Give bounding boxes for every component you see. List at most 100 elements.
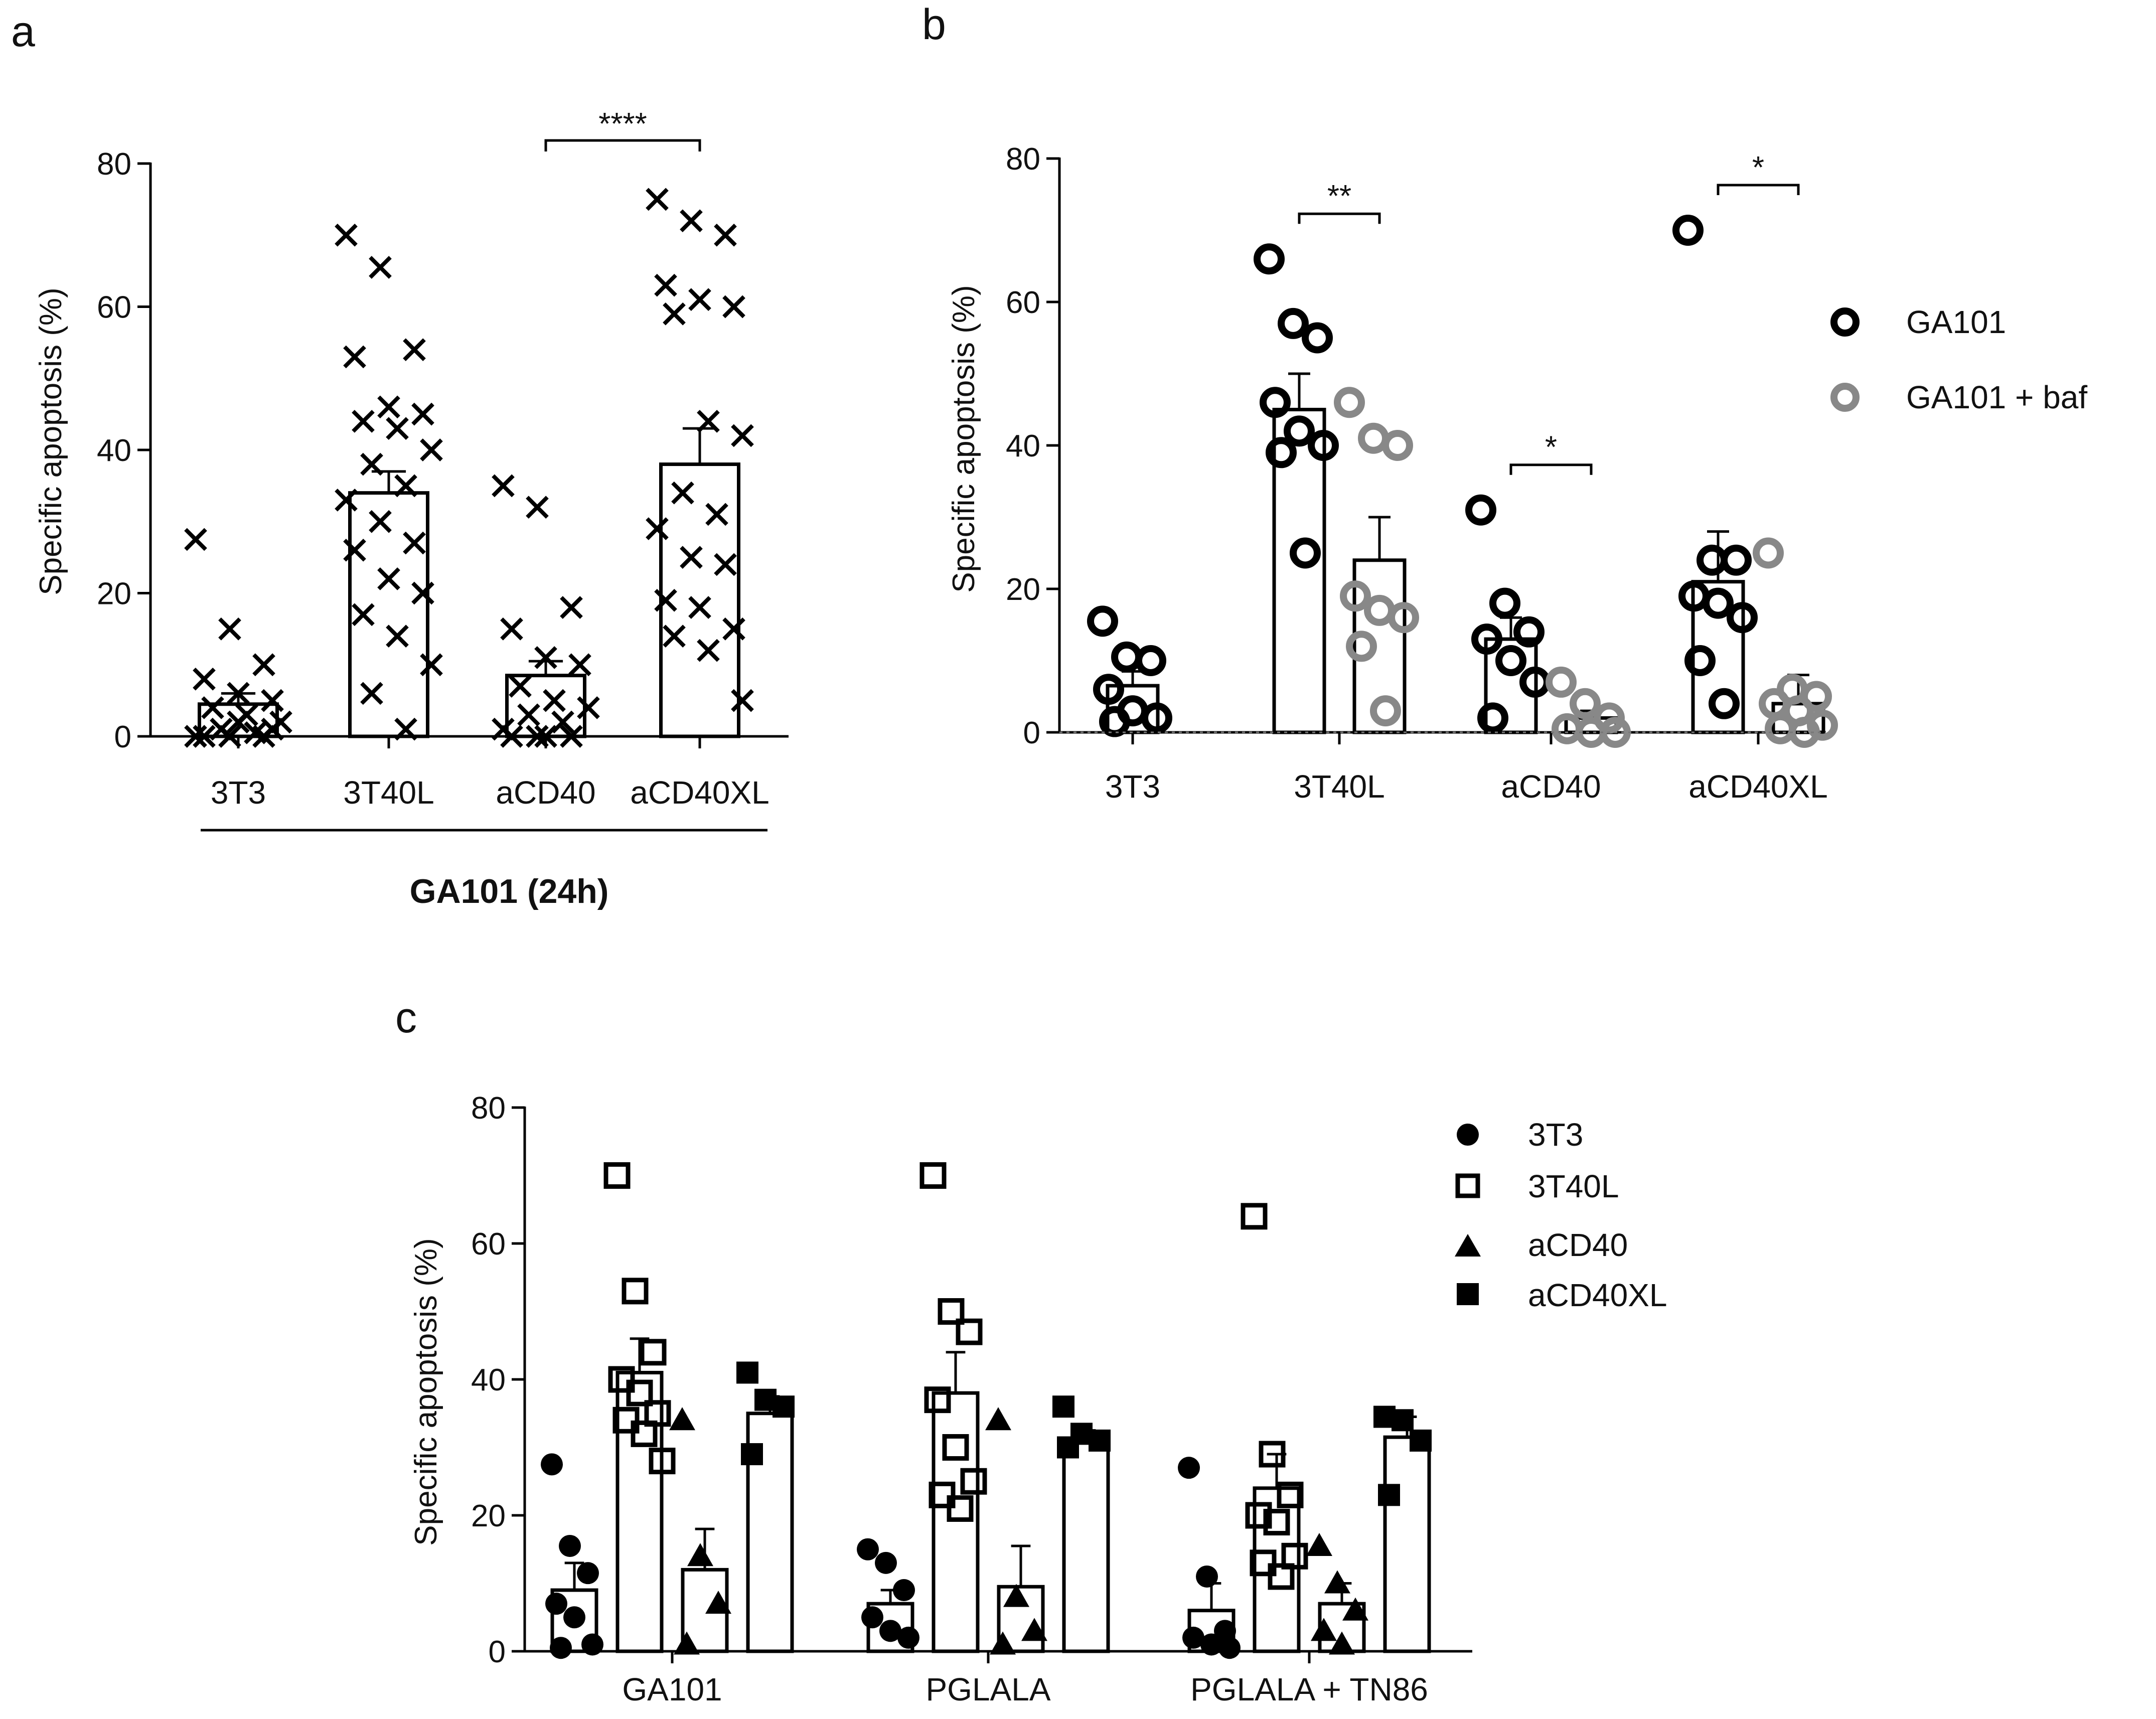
panel-a-data-point [252,653,275,677]
panel-b-category-label: 3T40L [1294,768,1384,805]
panel-c-bar [615,1370,664,1653]
panel-a-data-point [403,338,426,361]
panel-b-data-point [1290,537,1321,569]
panel-a-significance-bracket [544,139,701,151]
panel-a-data-point [560,725,583,748]
legend-ga101-label: GA101 [1906,304,2006,340]
panel-c-data-point [1263,1509,1290,1536]
panel-a-label: a [11,8,35,56]
panel-c-data-point [705,1591,731,1614]
panel-c-data-point [608,1366,635,1393]
legend-acd40xl-marker [1457,1283,1479,1305]
panel-b-data-point [1546,666,1577,698]
panel-b-data-point [1753,537,1784,569]
panel-a-data-point [577,696,600,719]
panel-a-data-point [411,581,434,605]
panel-b-category-label: aCD40 [1501,768,1601,805]
panel-b-data-point [1721,544,1752,576]
panel-a-data-point [697,639,720,662]
panel-b-significance-label: ** [1327,179,1351,214]
panel-c-data-point [861,1606,883,1629]
panel-b-data-point [1284,415,1315,447]
panel-a-data-point [517,703,540,727]
panel-c-data-point [1245,1502,1272,1529]
panel-a-data-point [722,295,745,319]
panel-a-data-point [193,725,216,748]
panel-c-legend: 3T3 3T40L aCD40 aCD40XL [1455,1117,1667,1313]
panel-c-data-point [1410,1429,1432,1452]
panel-c-data-point [550,1637,572,1659]
panel-a-data-point [500,617,523,641]
legend-ga101-baf-marker [1830,383,1860,412]
panel-b-data-point [1594,702,1625,734]
panel-b-data-point [1111,641,1142,673]
panel-c-y-tick-label: 80 [471,1091,506,1126]
panel-b-data-point [1099,706,1130,737]
panel-a-data-point [386,624,409,648]
panel-a-data-point [420,438,443,461]
panel-a-data-point [654,273,677,297]
legend-3t3-label: 3T3 [1528,1117,1583,1153]
panel-a-data-point [680,209,703,233]
panel-b-data-point [1388,602,1419,634]
panel-b-significance-bracket [1509,463,1593,475]
panel-a-data-point [568,653,591,677]
panel-c-data-point [985,1407,1011,1431]
panel-b-data-point [1266,437,1297,468]
legend-acd40-label: aCD40 [1528,1227,1628,1263]
panel-c-data-point [1182,1626,1204,1649]
panel-c-data-point [1241,1203,1268,1230]
panel-a-data-point [386,417,409,440]
panel-c-data-point [960,1468,987,1495]
panel-b-data-point [1278,307,1309,339]
legend-ga101-baf-label: GA101 + baf [1906,379,2087,415]
panel-a-data-point [671,481,694,505]
panel-b-significance-bracket [1717,184,1800,195]
panel-a-data-point [714,223,737,247]
panel-c-data-point [1268,1563,1295,1590]
panel-b-y-tick-label: 20 [1006,572,1040,607]
panel-c-data-point [1052,1395,1074,1418]
panel-a-data-point [352,410,375,433]
panel-a-data-point [663,302,686,326]
panel-c-data-point [669,1407,695,1431]
panel-a-data-point [218,617,241,641]
panel-c-y-tick-label: 20 [471,1499,506,1533]
panel-b-data-point [1141,702,1172,734]
panel-b-label: b [922,1,946,49]
panel-a-data-point [201,696,224,719]
panel-a-data-point [261,689,284,712]
panel-c-data-point [545,1593,567,1615]
panel-b-legend: GA101 GA101 + baf [1830,304,2087,415]
panel-c-data-point [622,1278,649,1305]
panel-c-y-axis-title: Specific apoptosis (%) [409,1238,443,1545]
panel-a-category-label: 3T3 [211,774,266,811]
panel-a-data-point [646,188,669,211]
panel-b-significance-label: * [1752,150,1764,185]
panel-c-data-point [1306,1532,1332,1556]
panel-c-data-point [559,1534,581,1557]
panel-b-data-point [1358,422,1389,454]
panel-b-data-point [1087,605,1118,637]
panel-c-data-point [612,1407,640,1434]
panel-c-y-tick-label: 60 [471,1227,506,1262]
panel-b-y-tick-label: 60 [1006,285,1040,320]
panel-b-data-point [1672,215,1704,246]
panel-a-data-point [526,496,549,519]
panel-a-y-tick-label: 80 [97,147,131,182]
panel-b-data-point [1495,645,1526,676]
panel-c-label: c [395,994,417,1042]
panel-a-data-point [492,474,515,498]
panel-c-data-point [631,1420,658,1447]
panel-c-data-point [1196,1565,1218,1588]
panel-a-data-point [335,489,358,512]
panel-a-data-point [184,725,207,748]
panel-c-category-label: PGLALA [926,1671,1050,1707]
panel-a-data-point [369,256,392,279]
panel-a-data-point [534,646,557,669]
panel-b-data-point [1382,430,1413,461]
panel-a-data-point [646,517,669,540]
panel-a-y-tick-label: 60 [97,290,131,325]
panel-a-y-tick-label: 0 [114,720,131,754]
